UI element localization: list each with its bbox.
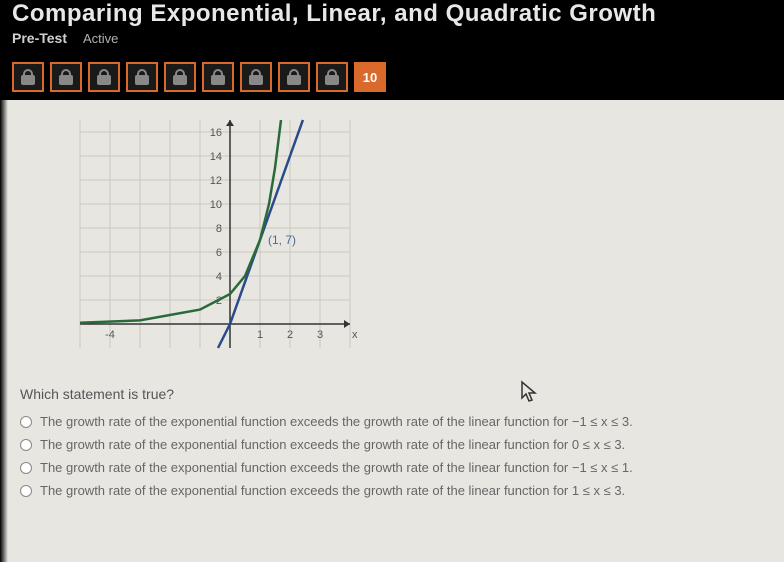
option-row: The growth rate of the exponential funct… xyxy=(20,414,764,431)
nav-item-5[interactable] xyxy=(164,62,196,92)
svg-text:10: 10 xyxy=(210,199,222,211)
option-text: The growth rate of the exponential funct… xyxy=(40,437,625,454)
lock-icon xyxy=(135,69,149,85)
option-text: The growth rate of the exponential funct… xyxy=(40,460,633,477)
nav-item-2[interactable] xyxy=(50,62,82,92)
svg-text:6: 6 xyxy=(216,247,222,259)
svg-text:4: 4 xyxy=(216,271,222,283)
nav-item-3[interactable] xyxy=(88,62,120,92)
lock-icon xyxy=(325,69,339,85)
svg-text:1: 1 xyxy=(257,329,263,341)
svg-text:8: 8 xyxy=(216,223,222,235)
lock-icon xyxy=(211,69,225,85)
lock-icon xyxy=(173,69,187,85)
active-label: Active xyxy=(83,31,118,46)
svg-text:16: 16 xyxy=(210,127,222,139)
lock-icon xyxy=(21,69,35,85)
content-area: 246810121416-4123x(1, 7) Which statement… xyxy=(0,100,784,562)
svg-text:x: x xyxy=(352,329,358,341)
svg-text:(1, 7): (1, 7) xyxy=(268,233,296,247)
option-text: The growth rate of the exponential funct… xyxy=(40,414,633,431)
svg-text:14: 14 xyxy=(210,151,222,163)
nav-item-8[interactable] xyxy=(278,62,310,92)
question-nav: 10 xyxy=(0,54,784,100)
chart-svg: 246810121416-4123x(1, 7) xyxy=(20,112,360,372)
radio-button[interactable] xyxy=(20,485,32,497)
question-text: Which statement is true? xyxy=(20,386,764,402)
option-row: The growth rate of the exponential funct… xyxy=(20,483,764,500)
radio-button[interactable] xyxy=(20,439,32,451)
lock-icon xyxy=(59,69,73,85)
svg-text:-4: -4 xyxy=(105,329,115,341)
nav-item-7[interactable] xyxy=(240,62,272,92)
growth-chart: 246810121416-4123x(1, 7) xyxy=(20,112,360,372)
option-row: The growth rate of the exponential funct… xyxy=(20,437,764,454)
radio-button[interactable] xyxy=(20,416,32,428)
option-row: The growth rate of the exponential funct… xyxy=(20,460,764,477)
svg-text:2: 2 xyxy=(287,329,293,341)
nav-item-6[interactable] xyxy=(202,62,234,92)
options-list: The growth rate of the exponential funct… xyxy=(20,414,764,500)
header: Comparing Exponential, Linear, and Quadr… xyxy=(0,0,784,54)
nav-item-active[interactable]: 10 xyxy=(354,62,386,92)
svg-text:12: 12 xyxy=(210,175,222,187)
svg-text:3: 3 xyxy=(317,329,323,341)
lock-icon xyxy=(249,69,263,85)
lock-icon xyxy=(97,69,111,85)
radio-button[interactable] xyxy=(20,462,32,474)
lock-icon xyxy=(287,69,301,85)
nav-item-1[interactable] xyxy=(12,62,44,92)
nav-item-4[interactable] xyxy=(126,62,158,92)
page-title: Comparing Exponential, Linear, and Quadr… xyxy=(12,0,772,28)
pretest-label: Pre-Test xyxy=(12,30,67,46)
nav-item-9[interactable] xyxy=(316,62,348,92)
option-text: The growth rate of the exponential funct… xyxy=(40,483,625,500)
